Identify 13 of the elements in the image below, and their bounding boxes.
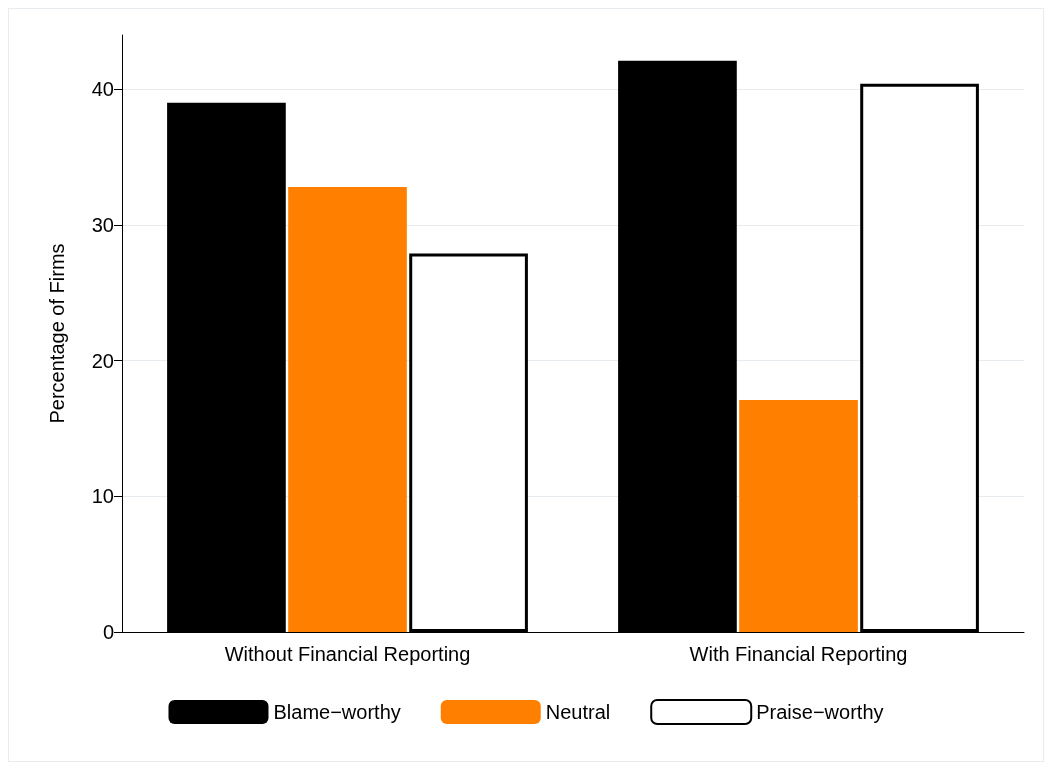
y-tick-label: 20: [91, 349, 114, 372]
bar: [288, 186, 407, 632]
y-tick-label: 0: [102, 621, 114, 643]
y-tick-label: 10: [91, 485, 114, 508]
y-tick-label: 30: [91, 213, 114, 236]
y-axis-title: Percentage of Firms: [46, 243, 68, 424]
legend-label: Neutral: [545, 701, 611, 723]
legend-label: Praise−worthy: [756, 701, 884, 723]
legend-label: Blame−worthy: [273, 701, 401, 723]
y-tick-label: 40: [91, 78, 114, 101]
x-tick-label: With Financial Reporting: [689, 643, 908, 665]
bar: [739, 399, 858, 632]
x-tick-label: Without Financial Reporting: [224, 643, 471, 665]
